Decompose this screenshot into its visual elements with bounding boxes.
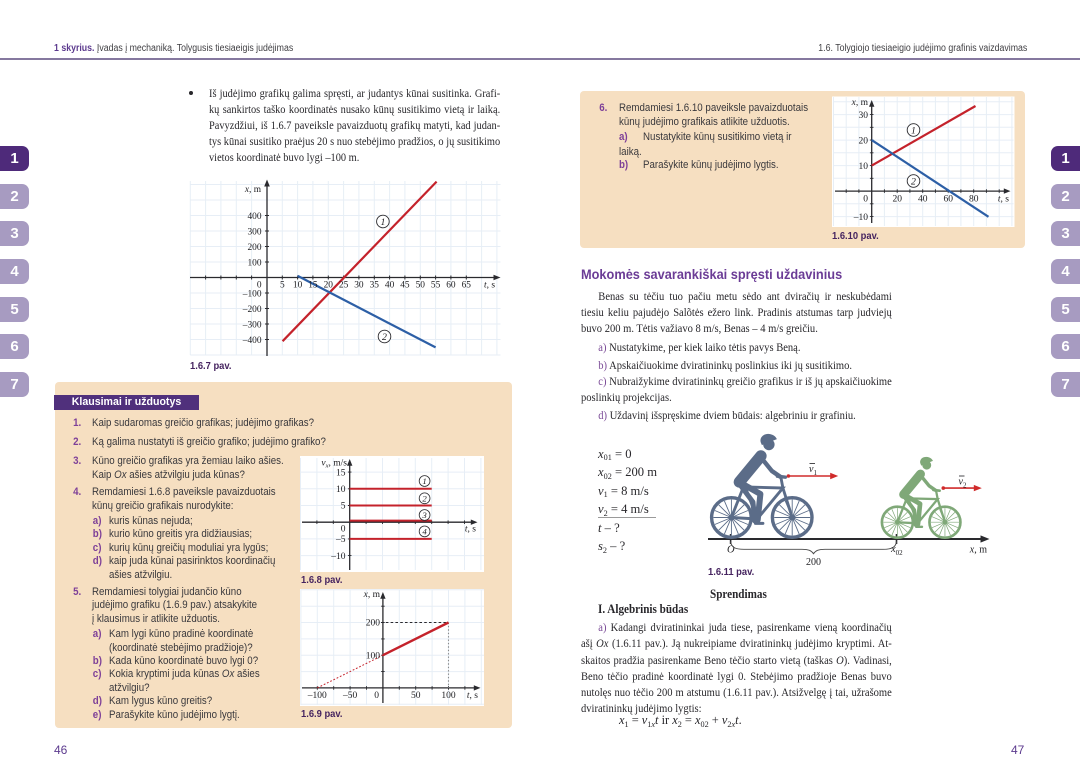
svg-text:60: 60 bbox=[943, 195, 953, 205]
svg-text:0: 0 bbox=[863, 195, 868, 205]
svg-text:40: 40 bbox=[918, 195, 928, 205]
svg-text:10: 10 bbox=[859, 162, 869, 172]
svg-text:0: 0 bbox=[257, 280, 262, 290]
svg-text:–10: –10 bbox=[853, 213, 869, 223]
svg-text:O: O bbox=[727, 545, 735, 556]
svg-text:vx, m/s: vx, m/s bbox=[321, 459, 347, 470]
svg-text:0: 0 bbox=[341, 525, 346, 535]
svg-text:20: 20 bbox=[324, 280, 334, 290]
svg-text:60: 60 bbox=[446, 280, 456, 290]
svg-text:40: 40 bbox=[385, 280, 395, 290]
svg-text:0: 0 bbox=[374, 691, 379, 701]
svg-text:50: 50 bbox=[411, 691, 421, 701]
svg-text:15: 15 bbox=[308, 280, 318, 290]
svg-text:15: 15 bbox=[336, 468, 346, 478]
svg-text:x, m: x, m bbox=[244, 185, 262, 195]
svg-text:10: 10 bbox=[336, 485, 346, 495]
svg-text:5: 5 bbox=[341, 502, 346, 512]
svg-text:20: 20 bbox=[859, 136, 869, 146]
svg-text:100: 100 bbox=[441, 691, 456, 701]
svg-text:80: 80 bbox=[969, 195, 979, 205]
svg-text:2: 2 bbox=[422, 494, 427, 504]
svg-text:55: 55 bbox=[431, 280, 441, 290]
svg-text:5: 5 bbox=[280, 280, 285, 290]
svg-text:30: 30 bbox=[354, 280, 364, 290]
svg-text:4: 4 bbox=[422, 527, 427, 537]
svg-text:x, m: x, m bbox=[969, 545, 987, 556]
svg-text:–300: –300 bbox=[242, 320, 262, 330]
svg-text:3: 3 bbox=[421, 510, 427, 520]
svg-text:t, s: t, s bbox=[467, 691, 478, 701]
svg-text:10: 10 bbox=[293, 280, 303, 290]
svg-text:x, m: x, m bbox=[851, 98, 869, 108]
svg-text:v2: v2 bbox=[959, 477, 967, 490]
svg-text:200: 200 bbox=[366, 619, 381, 629]
svg-text:–10: –10 bbox=[330, 552, 346, 562]
svg-text:–200: –200 bbox=[242, 305, 262, 315]
svg-text:200: 200 bbox=[806, 557, 821, 568]
svg-text:20: 20 bbox=[892, 195, 902, 205]
svg-text:30: 30 bbox=[859, 111, 869, 121]
svg-text:2: 2 bbox=[382, 332, 387, 343]
svg-text:25: 25 bbox=[339, 280, 349, 290]
svg-text:50: 50 bbox=[416, 280, 426, 290]
svg-text:v1: v1 bbox=[809, 464, 817, 477]
svg-text:65: 65 bbox=[462, 280, 472, 290]
svg-text:–50: –50 bbox=[342, 691, 358, 701]
svg-text:t, s: t, s bbox=[484, 280, 495, 290]
svg-text:x02: x02 bbox=[890, 544, 903, 557]
svg-text:35: 35 bbox=[370, 280, 380, 290]
svg-text:1: 1 bbox=[911, 126, 916, 137]
svg-text:100: 100 bbox=[366, 651, 381, 661]
svg-text:200: 200 bbox=[247, 243, 261, 253]
svg-text:1: 1 bbox=[422, 476, 426, 486]
svg-text:300: 300 bbox=[247, 227, 261, 237]
svg-text:t, s: t, s bbox=[998, 195, 1009, 205]
svg-text:–100: –100 bbox=[242, 289, 262, 299]
svg-text:t, s: t, s bbox=[465, 525, 476, 535]
svg-text:–5: –5 bbox=[335, 535, 346, 545]
svg-text:400: 400 bbox=[247, 212, 261, 222]
svg-text:2: 2 bbox=[911, 177, 916, 188]
svg-text:x, m: x, m bbox=[363, 590, 381, 600]
svg-text:100: 100 bbox=[247, 258, 261, 268]
svg-text:45: 45 bbox=[400, 280, 410, 290]
svg-text:–400: –400 bbox=[242, 336, 262, 346]
svg-text:–100: –100 bbox=[307, 691, 327, 701]
svg-text:1: 1 bbox=[380, 217, 385, 228]
